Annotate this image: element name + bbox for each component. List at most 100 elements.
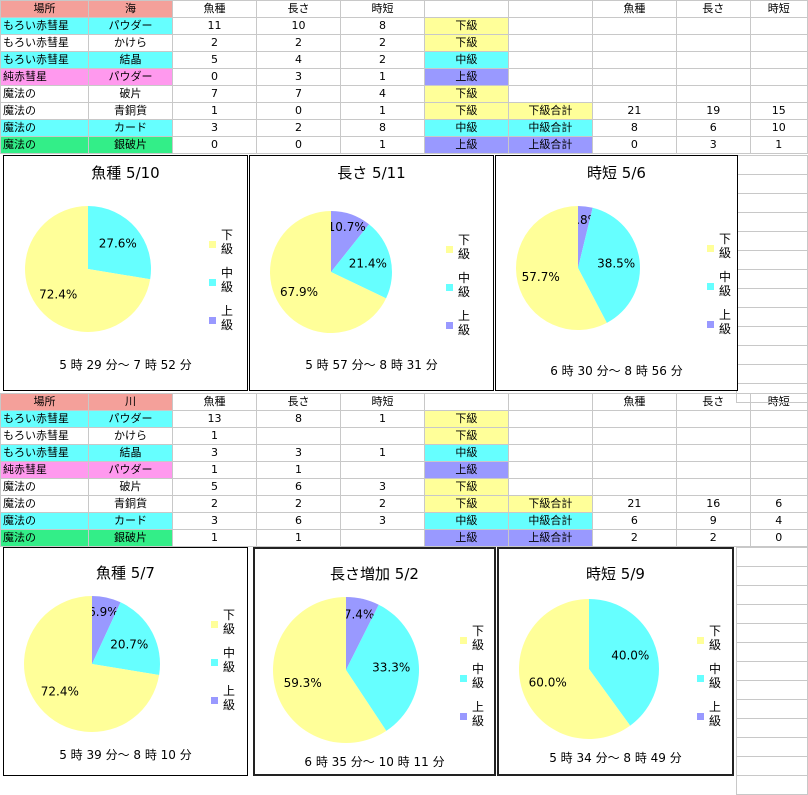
item-cell[interactable]: 青銅貨 <box>88 102 174 120</box>
time-count-cell[interactable]: 2 <box>339 495 425 513</box>
header-length[interactable]: 長さ <box>256 0 341 18</box>
sum-fish-cell[interactable]: 21 <box>591 102 677 120</box>
sum-time-cell[interactable] <box>749 410 808 428</box>
item-cell[interactable]: かけら <box>88 427 174 445</box>
time-count-cell[interactable]: 8 <box>339 17 425 35</box>
header-blank[interactable] <box>507 0 593 18</box>
empty-cell[interactable] <box>736 737 808 757</box>
place-cell[interactable]: もろい赤彗星 <box>0 444 90 462</box>
header-place[interactable]: 場所 <box>0 393 90 411</box>
sum-length-cell[interactable]: 19 <box>675 102 751 120</box>
header-area[interactable]: 海 <box>88 0 174 18</box>
sum-fish-cell[interactable]: 8 <box>591 119 677 137</box>
header-fish[interactable]: 魚種 <box>172 0 257 18</box>
legend-item-lower[interactable]: 下級 <box>211 608 235 636</box>
empty-cell[interactable] <box>736 642 808 662</box>
item-cell[interactable]: パウダー <box>88 17 174 35</box>
sum-time-cell[interactable] <box>749 51 808 69</box>
length-count-cell[interactable]: 1 <box>256 529 341 547</box>
time-count-cell[interactable]: 1 <box>339 444 425 462</box>
place-cell[interactable]: 魔法の <box>0 529 90 547</box>
empty-cell[interactable] <box>736 699 808 719</box>
empty-cell[interactable] <box>736 155 808 175</box>
grade-cell[interactable]: 下級 <box>423 85 509 103</box>
sum-label-cell[interactable]: 中級合計 <box>507 119 593 137</box>
item-cell[interactable]: パウダー <box>88 410 174 428</box>
legend-item-lower[interactable]: 下級 <box>707 232 731 260</box>
sum-time-cell[interactable] <box>749 85 808 103</box>
pie-slice-middle[interactable] <box>346 604 419 731</box>
fish-count-cell[interactable]: 1 <box>172 461 257 479</box>
sum-length-cell[interactable]: 9 <box>675 512 751 530</box>
sum-length-cell[interactable] <box>675 68 751 86</box>
item-cell[interactable]: 結晶 <box>88 444 174 462</box>
fish-count-cell[interactable]: 3 <box>172 444 257 462</box>
item-cell[interactable]: パウダー <box>88 461 174 479</box>
place-cell[interactable]: もろい赤彗星 <box>0 410 90 428</box>
length-count-cell[interactable]: 6 <box>256 478 341 496</box>
place-cell[interactable]: もろい赤彗星 <box>0 427 90 445</box>
sum-fish-cell[interactable]: 2 <box>591 529 677 547</box>
header-sum-fish[interactable]: 魚種 <box>591 393 677 411</box>
sum-time-cell[interactable]: 6 <box>749 495 808 513</box>
fish-count-cell[interactable]: 7 <box>172 85 257 103</box>
legend-item-upper[interactable]: 上級 <box>697 700 721 728</box>
grade-cell[interactable]: 下級 <box>423 495 509 513</box>
pie-slice-middle[interactable] <box>589 599 659 726</box>
sum-time-cell[interactable] <box>749 478 808 496</box>
item-cell[interactable]: 結晶 <box>88 51 174 69</box>
item-cell[interactable]: 破片 <box>88 85 174 103</box>
grade-cell[interactable]: 中級 <box>423 119 509 137</box>
place-cell[interactable]: 魔法の <box>0 85 90 103</box>
grade-cell[interactable]: 下級 <box>423 102 509 120</box>
empty-cell[interactable] <box>736 269 808 289</box>
time-count-cell[interactable]: 3 <box>339 478 425 496</box>
item-cell[interactable]: 青銅貨 <box>88 495 174 513</box>
length-count-cell[interactable]: 2 <box>256 119 341 137</box>
pie-slice-middle[interactable] <box>92 602 161 676</box>
grade-cell[interactable]: 中級 <box>423 512 509 530</box>
sum-fish-cell[interactable]: 0 <box>591 136 677 154</box>
empty-cell[interactable] <box>736 193 808 213</box>
legend-item-upper[interactable]: 上級 <box>211 684 235 712</box>
legend-item-middle[interactable]: 中級 <box>211 645 235 674</box>
place-cell[interactable]: もろい赤彗星 <box>0 34 90 52</box>
empty-cell[interactable] <box>736 623 808 643</box>
fish-count-cell[interactable]: 0 <box>172 136 257 154</box>
sum-length-cell[interactable] <box>675 51 751 69</box>
sum-fish-cell[interactable] <box>591 68 677 86</box>
fish-count-cell[interactable]: 3 <box>172 512 257 530</box>
pie-chart-length-sea[interactable]: 長さ 5/11 10.7% 21.4% 67.9% 下級中級上級 5 時 57 分～ … <box>249 155 494 391</box>
header-length[interactable]: 長さ <box>256 393 341 411</box>
item-cell[interactable]: パウダー <box>88 68 174 86</box>
sum-length-cell[interactable] <box>675 427 751 445</box>
pie-slice-middle[interactable] <box>331 224 392 299</box>
legend-item-upper[interactable]: 上級 <box>446 309 470 337</box>
sum-length-cell[interactable] <box>675 478 751 496</box>
empty-cell[interactable] <box>736 345 808 365</box>
legend-item-upper[interactable]: 上級 <box>707 308 731 336</box>
empty-cell[interactable] <box>736 212 808 232</box>
empty-cell[interactable] <box>736 250 808 270</box>
sum-label-cell[interactable] <box>507 85 593 103</box>
fish-count-cell[interactable]: 5 <box>172 478 257 496</box>
header-time[interactable]: 時短 <box>339 0 425 18</box>
sum-fish-cell[interactable] <box>591 410 677 428</box>
pie-slice-upper[interactable] <box>92 596 121 664</box>
sum-fish-cell[interactable] <box>591 34 677 52</box>
empty-cell[interactable] <box>736 231 808 251</box>
place-cell[interactable]: もろい赤彗星 <box>0 51 90 69</box>
sum-label-cell[interactable]: 中級合計 <box>507 512 593 530</box>
time-count-cell[interactable]: 1 <box>339 68 425 86</box>
sum-length-cell[interactable] <box>675 34 751 52</box>
item-cell[interactable]: カード <box>88 512 174 530</box>
pie-slice-lower[interactable] <box>24 596 160 732</box>
sum-length-cell[interactable] <box>675 461 751 479</box>
header-blank[interactable] <box>423 393 509 411</box>
sum-fish-cell[interactable] <box>591 444 677 462</box>
sum-length-cell[interactable] <box>675 17 751 35</box>
time-count-cell[interactable]: 2 <box>339 51 425 69</box>
legend-item-middle[interactable]: 中級 <box>460 661 484 690</box>
place-cell[interactable]: 魔法の <box>0 478 90 496</box>
legend-item-upper[interactable]: 上級 <box>209 304 233 332</box>
